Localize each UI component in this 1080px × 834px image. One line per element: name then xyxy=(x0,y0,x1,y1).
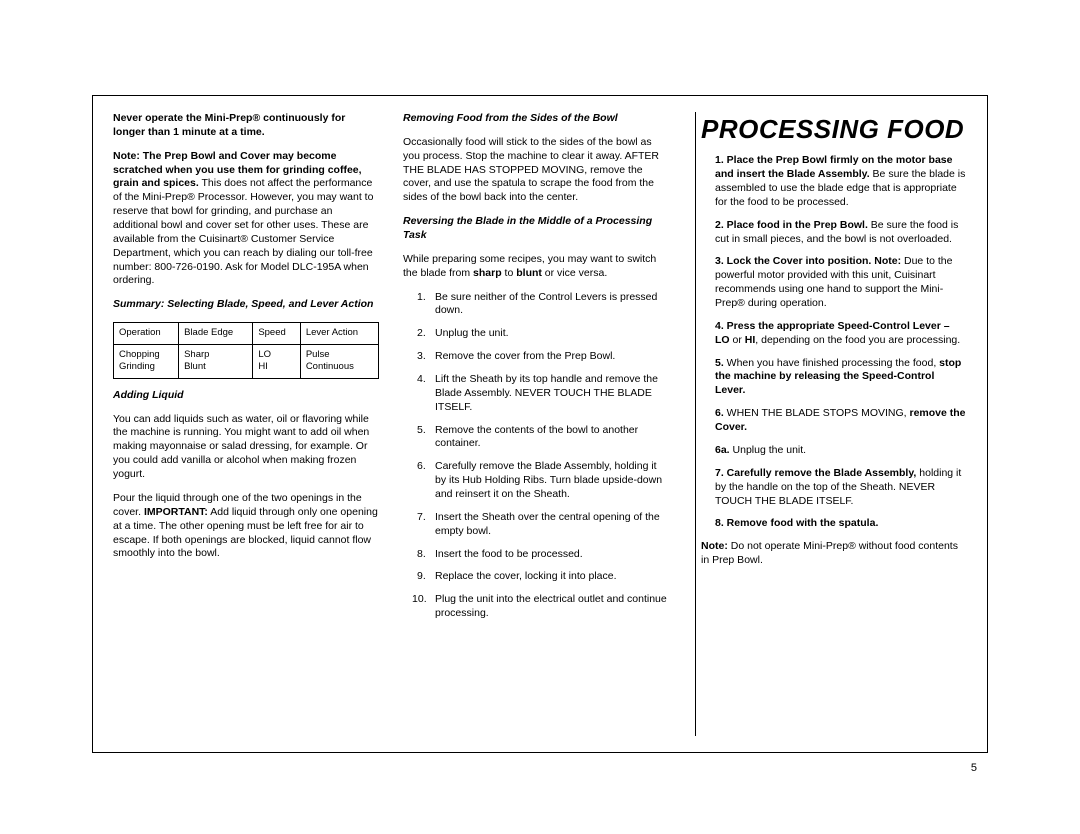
table-title: Summary: Selecting Blade, Speed, and Lev… xyxy=(113,298,379,312)
pstep-6a: 6a. Unplug the unit. xyxy=(701,444,967,458)
step-2: Unplug the unit. xyxy=(417,327,669,341)
step-6: Carefully remove the Blade Assembly, hol… xyxy=(417,460,669,502)
pstep-7: 7. Carefully remove the Blade Assembly, … xyxy=(701,467,967,509)
step-10: Plug the unit into the electrical outlet… xyxy=(417,593,669,621)
th-speed: Speed xyxy=(253,323,301,345)
section-title: PROCESSING FOOD xyxy=(701,112,967,146)
step-5: Remove the contents of the bowl to anoth… xyxy=(417,424,669,452)
column-3: PROCESSING FOOD 1. Place the Prep Bowl f… xyxy=(693,112,967,736)
step-7: Insert the Sheath over the central openi… xyxy=(417,511,669,539)
document-page: Never operate the Mini-Prep® continuousl… xyxy=(92,95,988,753)
note-paragraph: Note: The Prep Bowl and Cover may become… xyxy=(113,150,379,289)
reversing-intro: While preparing some recipes, you may wa… xyxy=(403,253,669,281)
pstep-1: 1. Place the Prep Bowl firmly on the mot… xyxy=(701,154,967,209)
removing-title: Removing Food from the Sides of the Bowl xyxy=(403,112,669,126)
pstep-5: 5. When you have finished processing the… xyxy=(701,357,967,399)
reversing-steps: Be sure neither of the Control Levers is… xyxy=(403,291,669,621)
pstep-6: 6. WHEN THE BLADE STOPS MOVING, remove t… xyxy=(701,407,967,435)
pstep-4: 4. Press the appropriate Speed-Control L… xyxy=(701,320,967,348)
step-4: Lift the Sheath by its top handle and re… xyxy=(417,373,669,415)
pstep-2: 2. Place food in the Prep Bowl. Be sure … xyxy=(701,219,967,247)
column-divider xyxy=(695,112,696,736)
summary-table: Operation Blade Edge Speed Lever Action … xyxy=(113,322,379,379)
processing-steps: 1. Place the Prep Bowl firmly on the mot… xyxy=(701,154,967,568)
adding-liquid-title: Adding Liquid xyxy=(113,389,379,403)
step-9: Replace the cover, locking it into place… xyxy=(417,570,669,584)
adding-liquid-p2: Pour the liquid through one of the two o… xyxy=(113,492,379,561)
warning-text: Never operate the Mini-Prep® continuousl… xyxy=(113,112,379,140)
adding-liquid-p1: You can add liquids such as water, oil o… xyxy=(113,413,379,482)
table-row: ChoppingGrinding SharpBlunt LOHI PulseCo… xyxy=(114,344,379,378)
th-blade: Blade Edge xyxy=(179,323,253,345)
table-header-row: Operation Blade Edge Speed Lever Action xyxy=(114,323,379,345)
th-operation: Operation xyxy=(114,323,179,345)
th-lever: Lever Action xyxy=(300,323,378,345)
pstep-note: Note: Do not operate Mini-Prep® without … xyxy=(701,540,967,568)
pstep-8: 8. Remove food with the spatula. xyxy=(701,517,967,531)
note-body: This does not affect the performance of … xyxy=(113,177,373,286)
column-1: Never operate the Mini-Prep® continuousl… xyxy=(113,112,379,736)
page-number: 5 xyxy=(971,762,977,774)
pstep-3: 3. Lock the Cover into position. Note: D… xyxy=(701,255,967,310)
step-3: Remove the cover from the Prep Bowl. xyxy=(417,350,669,364)
column-2: Removing Food from the Sides of the Bowl… xyxy=(403,112,669,736)
reversing-title: Reversing the Blade in the Middle of a P… xyxy=(403,215,669,243)
step-8: Insert the food to be processed. xyxy=(417,548,669,562)
removing-body: Occasionally food will stick to the side… xyxy=(403,136,669,205)
step-1: Be sure neither of the Control Levers is… xyxy=(417,291,669,319)
